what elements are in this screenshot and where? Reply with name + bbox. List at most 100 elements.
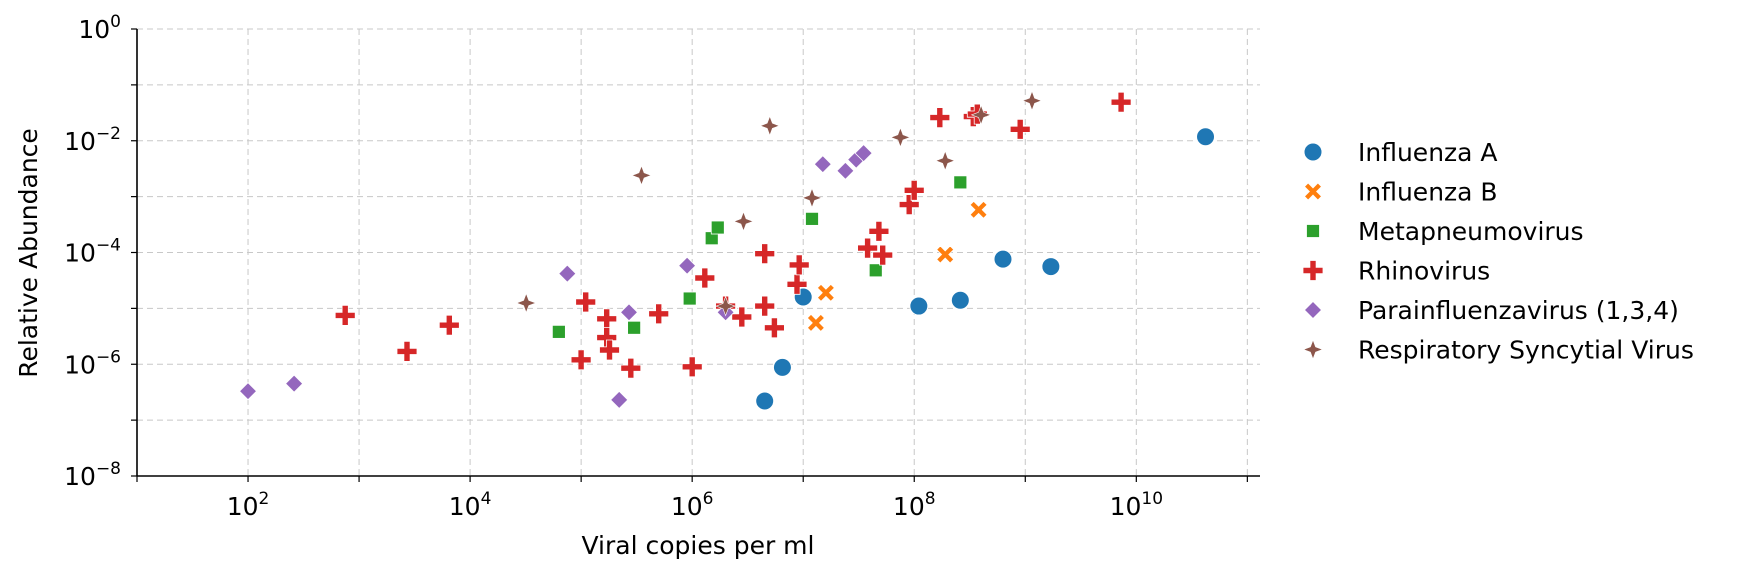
x-tick-label: 102 [227,489,270,521]
data-point [1009,118,1031,140]
data-point [396,340,418,362]
data-point [903,179,925,201]
data-point [731,306,753,328]
data-point [854,144,873,163]
data-point [805,211,819,226]
data-point [857,237,878,259]
data-point [648,303,670,325]
legend: Influenza A Influenza B Metapneumovirus Rhi… [1302,138,1694,365]
data-point [1196,127,1216,147]
data-point [786,273,808,295]
data-point [754,243,776,265]
data-point [733,211,754,232]
data-point [993,249,1013,269]
data-point [694,267,716,289]
data-point [682,291,697,306]
data-point [772,357,792,377]
data-point [764,317,785,339]
legend-label: Respiratory Syncytial Virus [1358,336,1694,365]
grid-lines [136,28,1260,477]
data-point [575,291,597,313]
legend-item: Influenza B [1303,178,1498,207]
data-point [868,220,890,242]
data-point [619,303,639,322]
data-point [599,339,620,361]
legend-item: Metapneumovirus [1306,217,1584,246]
legend-label: Metapneumovirus [1358,217,1584,246]
data-point [953,175,968,190]
data-point [970,104,992,126]
data-point [1110,91,1132,113]
y-tick-label: 10−4 [64,236,121,268]
legend-label: Influenza A [1358,138,1498,167]
data-point [631,165,652,186]
legend-marker [1302,260,1324,281]
data-point [936,245,955,264]
data-point [950,290,970,310]
data-point [969,200,988,219]
tick-labels: 102 104 106 108 1010 100 10−2 10−4 10−6 10−8 [64,12,1248,521]
series-3 [334,91,1132,379]
data-point [816,283,835,302]
legend-marker [1303,300,1323,320]
legend-label: Influenza B [1358,178,1498,207]
legend-label: Rhinovirus [1358,257,1490,286]
data-point [872,244,894,266]
legend-marker [1303,182,1323,201]
legend-item: Parainfluenzavirus (1,3,4) [1303,296,1679,325]
data-point [1041,257,1061,277]
data-point [909,296,929,316]
data-point [813,155,832,174]
x-tick-label: 104 [449,489,492,521]
data-points [238,90,1216,411]
x-tick-label: 106 [671,489,714,521]
legend-item: Rhinovirus [1302,257,1490,286]
data-point [620,357,642,379]
data-point [627,320,642,335]
series-1 [806,200,988,332]
data-point [755,391,775,411]
x-tick-label: 1010 [1110,489,1163,521]
series-2 [551,175,968,339]
data-point [596,308,618,330]
data-point [934,150,956,172]
data-point [788,254,810,276]
legend-marker [1303,142,1323,162]
data-point [551,324,566,339]
series-0 [755,127,1216,411]
data-point [715,295,736,317]
data-point [515,292,537,314]
data-point [801,187,823,209]
data-point [806,313,825,332]
series-5 [515,90,1043,317]
data-point [1021,90,1043,112]
data-point [890,127,911,148]
x-axis-title: Viral copies per ml [582,531,815,560]
data-point [570,349,592,371]
data-point [238,382,258,401]
data-point [929,107,951,128]
data-point [868,263,883,278]
y-axis-title: Relative Abundance [14,128,43,378]
data-point [285,374,304,393]
data-point [710,220,725,235]
y-tick-label: 10−2 [64,124,121,156]
data-point [681,356,703,378]
legend-item: Respiratory Syncytial Virus [1302,336,1694,365]
y-tick-label: 100 [78,12,121,44]
data-point [754,295,776,317]
legend-marker [1306,224,1320,238]
y-tick-label: 10−8 [64,459,121,491]
data-point [610,390,629,409]
data-point [759,115,781,137]
data-point [438,314,460,336]
legend-item: Influenza A [1303,138,1498,167]
data-point [678,256,697,275]
data-point [334,304,356,326]
y-tick-label: 10−6 [64,347,121,379]
data-point [836,161,855,180]
data-point [558,264,577,283]
legend-marker [1302,339,1324,360]
x-tick-label: 108 [893,489,936,521]
